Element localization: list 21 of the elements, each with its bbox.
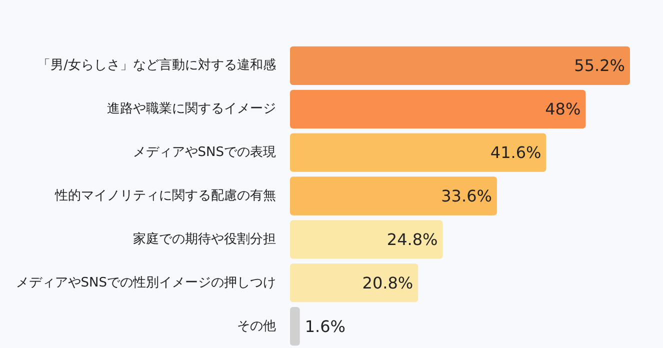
data-label: 1.6% — [304, 316, 346, 336]
bar — [290, 90, 586, 128]
bar — [290, 46, 630, 86]
data-label: 48% — [545, 100, 581, 119]
y-tick-label: メディアやSNSでの表現 — [132, 145, 276, 160]
bar — [290, 133, 546, 172]
bar — [290, 220, 443, 259]
bar — [290, 176, 497, 216]
y-tick-label: 性的マイノリティに関する配慮の有無 — [54, 188, 276, 204]
data-label: 24.8% — [386, 230, 438, 249]
y-tick-label: 家庭での期待や役割分担 — [133, 230, 276, 247]
y-tick-label: 「男/女らしさ」など言動に対する違和感 — [38, 57, 276, 74]
data-label: 33.6% — [441, 186, 492, 206]
data-label: 41.6% — [490, 143, 542, 162]
bar — [290, 264, 418, 302]
data-label: 20.8% — [362, 273, 414, 292]
y-tick-label: メディアやSNSでの性別イメージの押しつけ — [16, 275, 276, 290]
data-label: 55.2% — [574, 56, 625, 76]
y-tick-label: その他 — [237, 318, 276, 334]
bar — [290, 306, 300, 346]
y-tick-label: 進路や職業に関するイメージ — [107, 102, 276, 117]
